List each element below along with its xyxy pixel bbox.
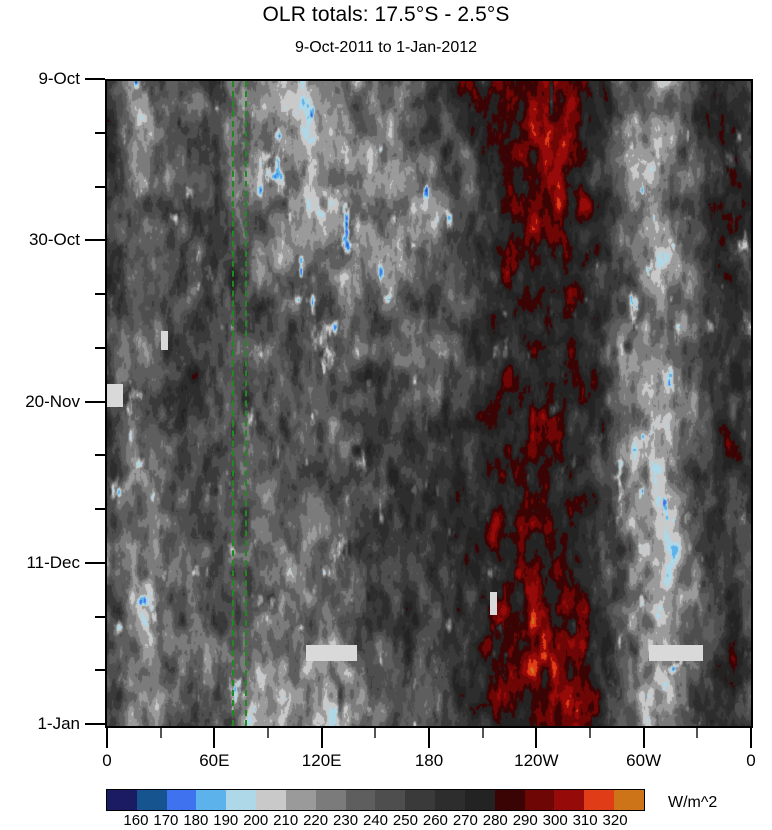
y-tick-minor bbox=[95, 615, 105, 618]
y-axis-label: 11-Dec bbox=[26, 552, 80, 572]
missing-data-block bbox=[305, 645, 358, 661]
y-tick-minor bbox=[95, 185, 105, 188]
y-tick-minor bbox=[95, 454, 105, 457]
colorbar-tick-label: 250 bbox=[392, 812, 418, 829]
x-tick-minor bbox=[481, 728, 484, 738]
x-tick-minor bbox=[159, 728, 162, 738]
y-axis-label: 30-Oct bbox=[28, 230, 80, 250]
colorbar-swatch bbox=[554, 790, 585, 810]
x-axis-label: 120W bbox=[514, 751, 559, 770]
page-title: OLR totals: 17.5°S - 2.5°S bbox=[262, 3, 510, 26]
y-tick-minor bbox=[95, 131, 105, 134]
colorbar-swatch bbox=[196, 790, 227, 810]
chart-subtitle: 9-Oct-2011 to 1-Jan-2012 bbox=[294, 39, 478, 56]
x-tick-major bbox=[750, 728, 752, 748]
green-dashed-guide-line bbox=[232, 81, 235, 726]
x-axis-label: 60W bbox=[626, 751, 662, 770]
colorbar-tick-label: 240 bbox=[362, 812, 389, 829]
colorbar-tick-label: 300 bbox=[542, 812, 568, 829]
colorbar-swatch bbox=[405, 790, 436, 810]
x-axis-label: 180 bbox=[414, 751, 444, 770]
x-tick-major bbox=[106, 728, 108, 748]
colorbar-swatch bbox=[584, 790, 615, 810]
y-tick-major bbox=[85, 400, 105, 403]
x-tick-minor bbox=[267, 728, 269, 738]
colorbar-tick-label: 230 bbox=[333, 812, 359, 829]
y-tick-major bbox=[85, 723, 105, 725]
colorbar-units-label: W/m^2 bbox=[668, 794, 718, 811]
x-tick-minor bbox=[696, 728, 699, 738]
colorbar-tick-label: 270 bbox=[452, 812, 478, 829]
x-tick-major bbox=[213, 728, 216, 748]
colorbar-tick-label: 260 bbox=[422, 812, 448, 829]
x-axis-label: 0 bbox=[746, 751, 756, 770]
missing-data-block bbox=[160, 330, 168, 350]
colorbar-tick-label: 220 bbox=[303, 812, 329, 829]
colorbar-swatch bbox=[315, 790, 346, 810]
colorbar-swatch bbox=[494, 790, 525, 810]
colorbar-tick-label: 180 bbox=[183, 812, 209, 829]
x-tick-major bbox=[642, 728, 645, 748]
colorbar-swatch bbox=[614, 790, 644, 810]
x-tick-minor bbox=[374, 728, 377, 738]
colorbar-tick-label: 310 bbox=[572, 812, 598, 829]
colorbar-swatch bbox=[226, 790, 257, 810]
colorbar-swatch bbox=[435, 790, 465, 810]
x-axis-label: 60E bbox=[199, 751, 230, 770]
x-tick-major bbox=[535, 728, 538, 748]
colorbar-swatch bbox=[136, 790, 167, 810]
x-tick-major bbox=[428, 728, 430, 748]
colorbar-swatch bbox=[256, 790, 286, 810]
colorbar-swatch bbox=[464, 790, 495, 810]
colorbar-tick-label: 290 bbox=[512, 812, 538, 829]
colorbar-tick-label: 320 bbox=[602, 812, 628, 829]
colorbar-tick-label: 280 bbox=[482, 812, 508, 829]
missing-data-block bbox=[489, 591, 497, 615]
hovmoller-plot-area bbox=[105, 79, 753, 728]
y-axis-label: 20-Nov bbox=[25, 391, 80, 411]
missing-data-block bbox=[107, 384, 124, 408]
olr-field-heatmap bbox=[107, 81, 751, 726]
colorbar-swatch bbox=[107, 790, 137, 810]
x-axis-label: 120E bbox=[301, 751, 342, 770]
y-axis-label: 1-Jan bbox=[37, 714, 80, 733]
colorbar-swatch bbox=[524, 790, 555, 810]
y-tick-minor bbox=[95, 669, 105, 672]
colorbar-swatch bbox=[345, 790, 376, 810]
y-tick-major bbox=[85, 561, 105, 564]
y-axis-label: 9-Oct bbox=[38, 69, 80, 88]
colorbar-tick-label: 210 bbox=[273, 812, 299, 829]
colorbar-tick-label: 200 bbox=[243, 812, 269, 829]
y-tick-major bbox=[85, 78, 105, 80]
colorbar-swatch bbox=[166, 790, 197, 810]
colorbar-swatch bbox=[285, 790, 316, 810]
x-tick-minor bbox=[589, 728, 591, 738]
x-axis-label: 0 bbox=[102, 751, 112, 770]
colorbar-tick-label: 160 bbox=[123, 812, 149, 829]
y-tick-minor bbox=[95, 293, 105, 295]
colorbar-tick-label: 170 bbox=[153, 812, 179, 829]
x-tick-major bbox=[320, 728, 323, 748]
colorbar-tick-label: 190 bbox=[213, 812, 239, 829]
missing-data-block bbox=[649, 645, 703, 661]
y-tick-major bbox=[85, 239, 105, 242]
green-dashed-guide-line bbox=[244, 81, 247, 726]
colorbar bbox=[106, 789, 645, 811]
y-tick-minor bbox=[95, 346, 105, 349]
y-tick-minor bbox=[95, 508, 105, 510]
colorbar-swatch bbox=[375, 790, 406, 810]
